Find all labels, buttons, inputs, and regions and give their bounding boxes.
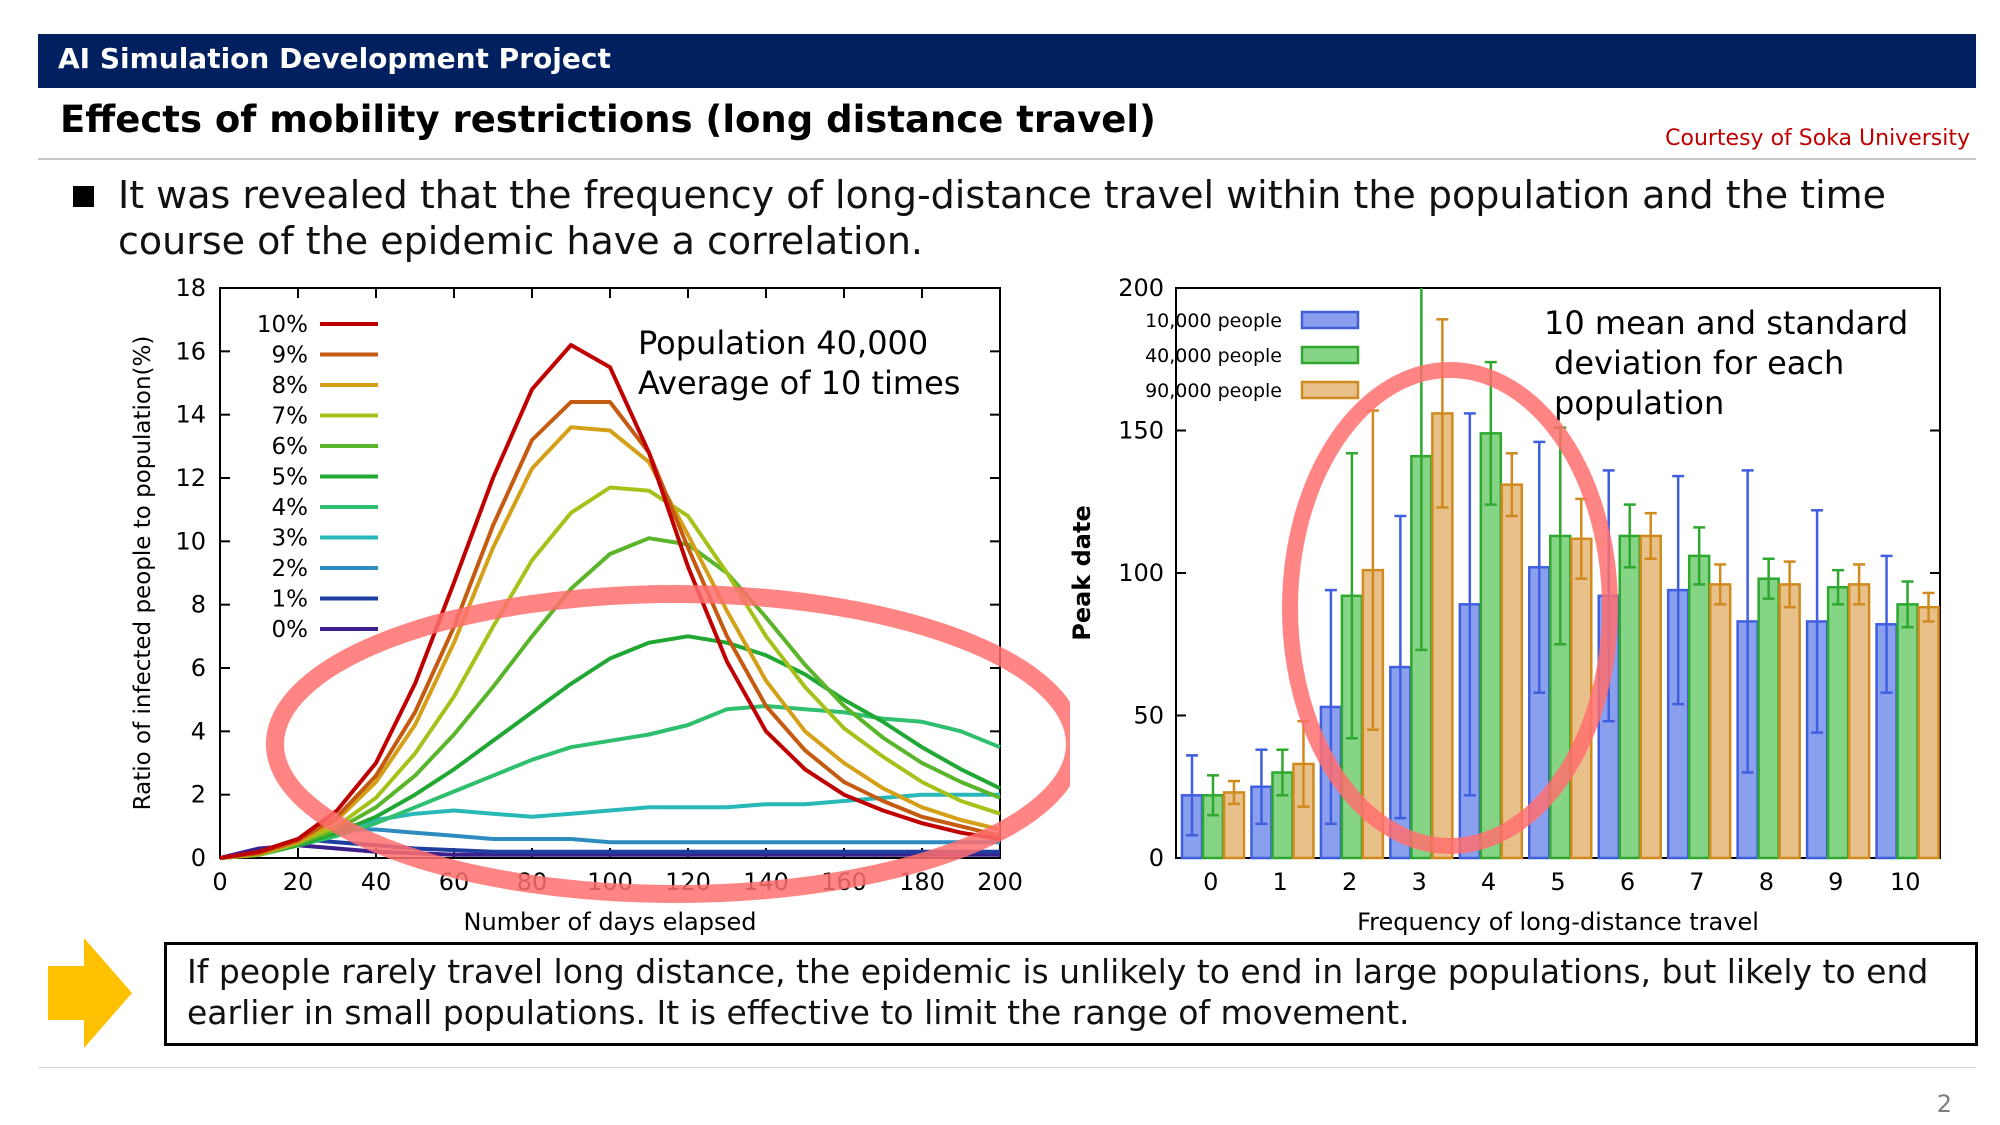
- x-tick-label: 0: [1203, 868, 1218, 896]
- y-tick-label: 16: [175, 337, 206, 365]
- annotation-text: population: [1554, 384, 1724, 422]
- x-tick-label: 8: [1759, 868, 1774, 896]
- x-axis-label: Number of days elapsed: [464, 908, 757, 936]
- highlight-ellipse: [1282, 362, 1618, 854]
- series-line-9pct: [219, 400, 1001, 860]
- legend-label: 10%: [257, 312, 308, 338]
- y-axis-label: Peak date: [1070, 505, 1096, 641]
- y-tick-label: 100: [1118, 559, 1164, 587]
- y-tick-label: 18: [175, 278, 206, 302]
- y-tick-label: 4: [191, 717, 206, 745]
- courtesy-note: Courtesy of Soka University: [1665, 126, 1970, 151]
- bar-90-7: [1708, 583, 1732, 860]
- y-tick-label: 6: [191, 654, 206, 682]
- bar-90-8: [1778, 583, 1801, 860]
- series-line-4pct: [219, 704, 1001, 860]
- legend-label: 5%: [272, 465, 309, 491]
- series-line-8pct: [219, 425, 1001, 860]
- legend-label: 3%: [272, 526, 309, 552]
- y-tick-label: 200: [1118, 278, 1164, 302]
- bar-40-9: [1826, 586, 1850, 860]
- bar-90-4: [1500, 483, 1524, 860]
- legend-label: 2%: [272, 556, 309, 582]
- footer-divider: [38, 1067, 1976, 1068]
- x-tick-label: 6: [1620, 868, 1635, 896]
- y-axis-label: Ratio of infected people to population(%…: [130, 336, 156, 811]
- bar-40-6: [1618, 534, 1641, 860]
- bar-40-8: [1757, 577, 1780, 860]
- bar-90-6: [1639, 534, 1662, 860]
- bar-90-9: [1847, 583, 1871, 860]
- series-line-10pct: [219, 343, 1001, 860]
- legend-swatch: [1300, 345, 1360, 365]
- title-divider: [38, 158, 1976, 160]
- y-tick-label: 50: [1133, 702, 1164, 730]
- x-tick-label: 20: [283, 868, 314, 896]
- legend-label: 6%: [272, 434, 309, 460]
- bar-40-7: [1687, 554, 1711, 860]
- legend-label: 4%: [272, 495, 309, 521]
- annotation-text: deviation for each: [1554, 344, 1844, 382]
- x-tick-label: 10: [1890, 868, 1921, 896]
- legend-label: 40,000 people: [1145, 345, 1282, 367]
- x-tick-label: 5: [1550, 868, 1565, 896]
- x-tick-label: 200: [977, 868, 1023, 896]
- y-tick-label: 150: [1118, 417, 1164, 445]
- conclusion-box: If people rarely travel long distance, t…: [164, 942, 1978, 1046]
- bar-40-10: [1896, 603, 1919, 860]
- annotation-text: Population 40,000: [638, 324, 928, 362]
- page-number: 2: [1936, 1090, 1952, 1118]
- x-axis-label: Frequency of long-distance travel: [1357, 908, 1759, 936]
- y-tick-label: 0: [191, 844, 206, 872]
- y-tick-label: 2: [191, 781, 206, 809]
- x-tick-label: 2: [1342, 868, 1357, 896]
- conclusion-text: If people rarely travel long distance, t…: [187, 952, 1929, 1032]
- y-tick-label: 14: [175, 401, 206, 429]
- annotation-text: 10 mean and standard: [1544, 304, 1908, 342]
- highlight-ellipse: [266, 585, 1070, 903]
- x-tick-label: 7: [1689, 868, 1704, 896]
- bullet-text: It was revealed that the frequency of lo…: [118, 173, 1887, 263]
- legend-label: 9%: [272, 343, 309, 369]
- line-chart-infection-ratio: 0 20 40 60 80 100 120 140 160 180 2000246810121416…: [130, 278, 1070, 936]
- x-tick-label: 1: [1273, 868, 1288, 896]
- series-line-1pct: [219, 837, 1000, 860]
- legend-label: 8%: [272, 373, 309, 399]
- header-bar: AI Simulation Development Project: [38, 34, 1976, 88]
- header-title: AI Simulation Development Project: [58, 42, 611, 75]
- annotation-text: Average of 10 times: [638, 364, 960, 402]
- x-tick-label: 40: [361, 868, 392, 896]
- bullet-square-icon: [73, 186, 94, 207]
- legend-swatch: [1300, 380, 1360, 400]
- arrow-right-icon: [48, 938, 132, 1048]
- x-tick-label: 4: [1481, 868, 1496, 896]
- legend-label: 0%: [272, 617, 309, 643]
- series-line-0pct: [219, 843, 1000, 860]
- bar-chart-peak-date: 0 50 100 150 200 0 1 2 3 4 5 6 7 8 9 10 Frequency of lon…: [1070, 278, 1941, 936]
- y-tick-label: 8: [191, 591, 206, 619]
- slide-title: Effects of mobility restrictions (long d…: [60, 98, 1156, 141]
- y-tick-label: 0: [1149, 844, 1164, 872]
- bar-90-10: [1917, 605, 1940, 860]
- legend-label: 1%: [272, 587, 309, 613]
- y-tick-label: 12: [175, 464, 206, 492]
- x-tick-label: 3: [1411, 868, 1426, 896]
- legend-label: 10,000 people: [1145, 310, 1282, 332]
- bar-90-5: [1570, 537, 1593, 860]
- y-tick-label: 10: [175, 527, 206, 555]
- legend-swatch: [1300, 310, 1360, 330]
- series-line-7pct: [219, 485, 1001, 860]
- legend-label: 7%: [272, 404, 309, 430]
- x-tick-label: 9: [1828, 868, 1843, 896]
- x-tick-label: 0: [212, 868, 227, 896]
- legend-label: 90,000 people: [1145, 380, 1282, 402]
